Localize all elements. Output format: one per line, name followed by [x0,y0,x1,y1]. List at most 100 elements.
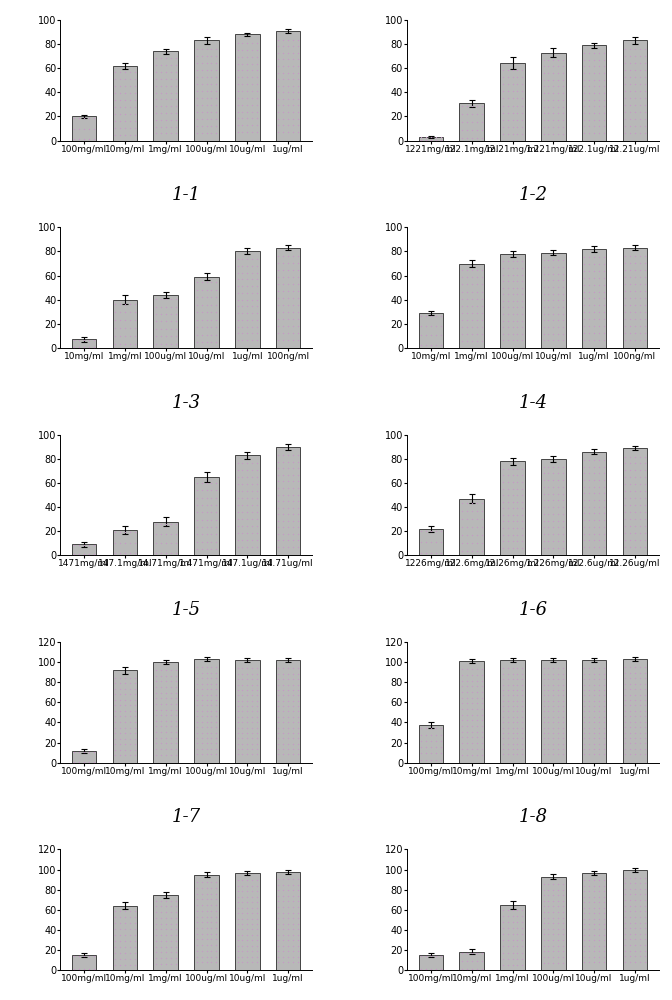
Point [543,693,554,709]
Point [120,697,130,713]
Point [273,32,284,48]
Point [283,104,294,120]
Point [471,114,482,130]
Point [476,718,487,734]
Point [502,677,513,693]
Point [273,698,284,714]
Point [543,459,554,475]
Point [548,465,558,481]
Point [232,682,243,698]
Point [497,520,508,536]
Point [242,97,253,113]
Point [589,118,599,134]
Point [639,62,650,78]
Point [502,83,513,99]
Point [639,730,650,746]
Point [543,465,554,481]
Point [292,949,303,965]
Point [599,911,610,927]
Point [120,85,130,101]
Point [593,459,604,475]
Point [206,125,217,141]
Point [579,45,590,61]
Point [237,83,248,99]
Point [206,730,217,746]
Point [502,267,513,283]
Point [237,539,248,555]
Point [634,497,645,513]
Point [456,495,467,511]
Point [517,494,528,510]
Point [584,465,595,481]
Point [196,319,207,335]
Point [196,304,207,320]
Point [283,666,294,682]
Point [196,897,207,913]
Point [579,85,590,101]
Point [517,306,528,322]
Point [120,336,130,352]
Point [497,299,508,315]
Point [620,69,630,85]
Point [206,741,217,757]
Point [639,97,650,113]
Point [283,921,294,937]
Point [120,736,130,752]
Point [115,312,126,328]
Point [538,698,549,714]
Point [630,692,640,708]
Point [579,118,590,134]
Bar [541,459,566,555]
Point [237,883,248,899]
Point [211,886,222,902]
Point [273,304,284,320]
Point [579,911,590,927]
Point [630,870,640,886]
Bar [582,249,606,348]
Point [589,297,599,313]
Point [543,921,554,937]
Point [599,878,610,894]
Point [273,677,284,693]
Point [206,880,217,896]
Point [170,662,181,678]
Point [579,526,590,542]
Point [435,727,446,743]
Point [456,503,467,519]
Point [69,339,80,355]
Point [232,124,243,140]
Point [634,881,645,897]
Point [273,532,284,548]
Point [538,932,549,948]
Point [553,725,564,741]
Point [211,891,222,907]
Point [538,319,549,335]
Point [252,725,263,741]
Point [593,927,604,943]
Point [196,886,207,902]
Point [620,719,630,735]
Point [593,736,604,752]
Point [170,910,181,926]
Point [599,65,610,81]
Point [151,893,161,909]
Point [620,909,630,925]
Point [201,111,212,127]
Point [548,725,558,741]
Point [625,318,636,334]
Point [288,325,298,341]
Point [630,725,640,741]
Point [283,671,294,687]
Point [589,921,599,937]
Point [512,76,523,92]
Point [639,118,650,134]
Point [110,742,120,758]
Point [462,319,472,335]
Point [288,506,298,522]
Point [129,675,140,691]
Point [283,117,294,133]
Point [507,920,518,936]
Point [151,291,161,307]
Point [110,127,120,143]
Point [435,129,446,145]
